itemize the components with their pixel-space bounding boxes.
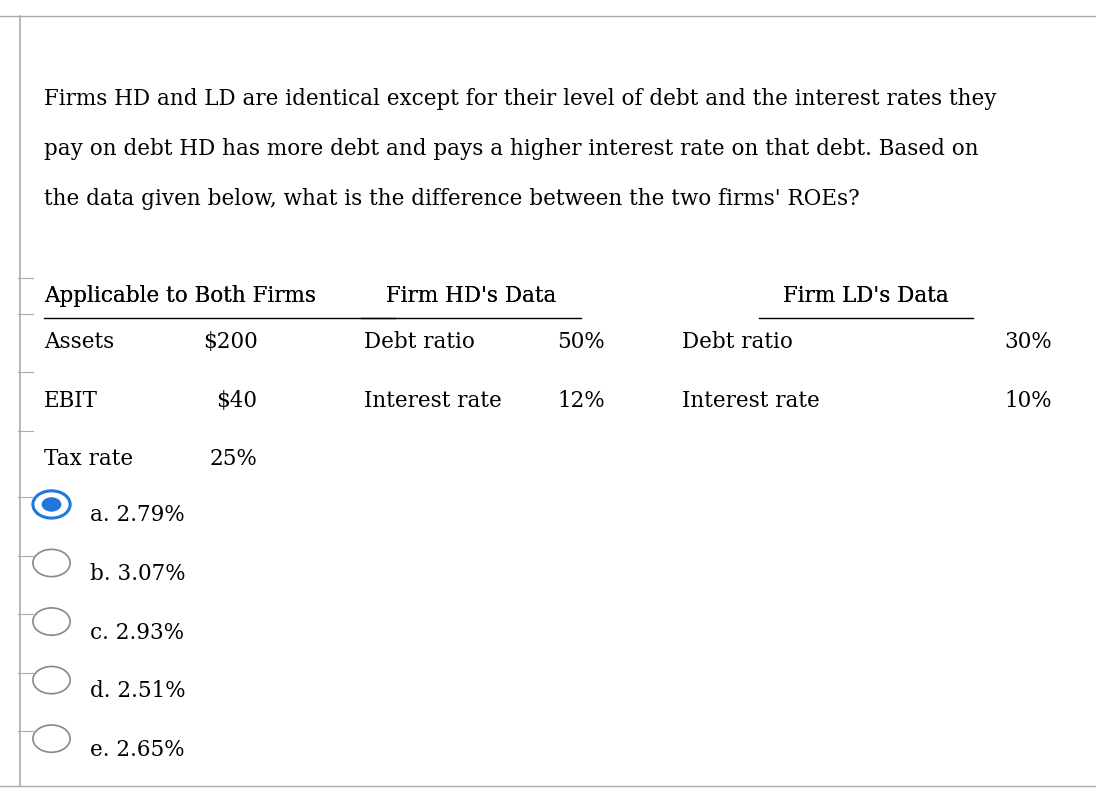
Text: $40: $40 [217, 390, 258, 411]
Text: c. 2.93%: c. 2.93% [90, 622, 184, 643]
Text: EBIT: EBIT [44, 390, 98, 411]
Text: 10%: 10% [1005, 390, 1052, 411]
Text: Firm HD's Data: Firm HD's Data [386, 285, 557, 306]
Text: Firm HD's Data: Firm HD's Data [386, 285, 557, 306]
Text: Firm LD's Data: Firm LD's Data [783, 285, 949, 306]
Text: 12%: 12% [557, 390, 605, 411]
Circle shape [33, 549, 70, 577]
Text: $200: $200 [203, 331, 258, 353]
Circle shape [33, 608, 70, 635]
Text: Tax rate: Tax rate [44, 448, 133, 470]
Text: pay on debt HD has more debt and pays a higher interest rate on that debt. Based: pay on debt HD has more debt and pays a … [44, 138, 979, 160]
Text: d. 2.51%: d. 2.51% [90, 680, 185, 702]
Text: a. 2.79%: a. 2.79% [90, 504, 184, 526]
Text: Debt ratio: Debt ratio [682, 331, 792, 353]
Text: the data given below, what is the difference between the two firms' ROEs?: the data given below, what is the differ… [44, 188, 859, 209]
Circle shape [33, 491, 70, 518]
Text: Assets: Assets [44, 331, 114, 353]
Text: Debt ratio: Debt ratio [364, 331, 475, 353]
Text: 30%: 30% [1004, 331, 1052, 353]
Circle shape [33, 666, 70, 694]
Text: Firms HD and LD are identical except for their level of debt and the interest ra: Firms HD and LD are identical except for… [44, 88, 996, 110]
Text: e. 2.65%: e. 2.65% [90, 739, 184, 760]
Text: Interest rate: Interest rate [682, 390, 820, 411]
Text: Interest rate: Interest rate [364, 390, 502, 411]
Text: Firm LD's Data: Firm LD's Data [783, 285, 949, 306]
Circle shape [42, 497, 61, 512]
Text: Applicable to Both Firms: Applicable to Both Firms [44, 285, 316, 306]
Text: 50%: 50% [557, 331, 605, 353]
Circle shape [33, 725, 70, 752]
Text: Applicable to Both Firms: Applicable to Both Firms [44, 285, 316, 306]
Text: b. 3.07%: b. 3.07% [90, 563, 185, 585]
Text: 25%: 25% [209, 448, 258, 470]
